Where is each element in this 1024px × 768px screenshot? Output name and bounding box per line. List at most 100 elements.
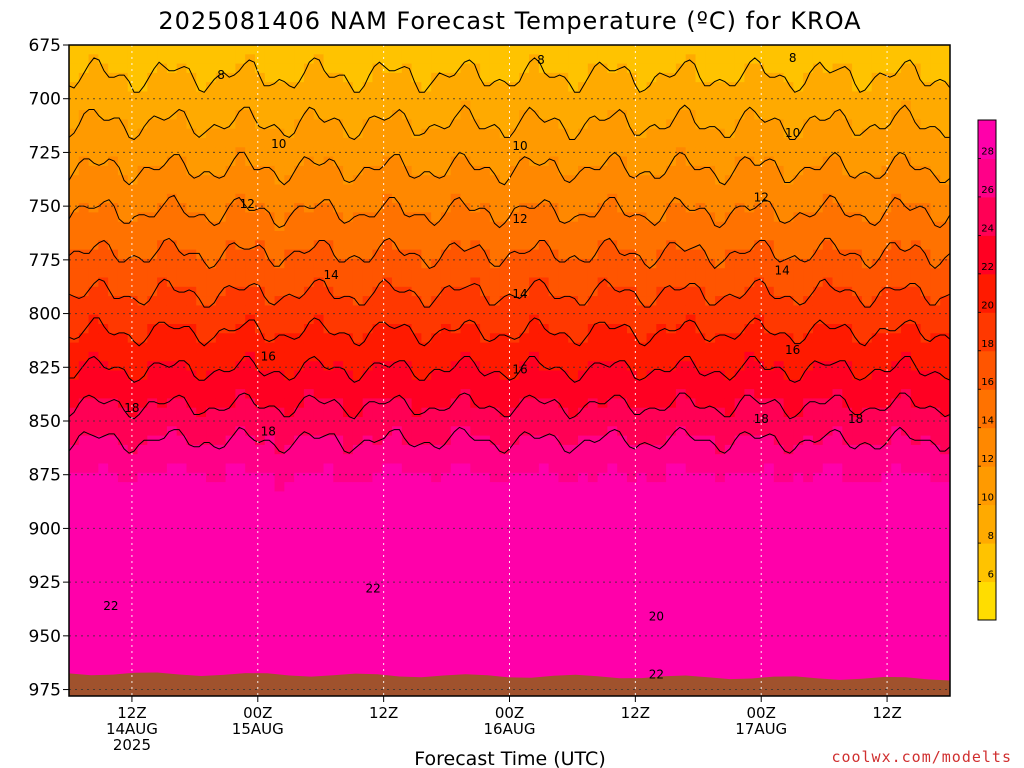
temperature-cell	[460, 91, 471, 102]
temperature-cell	[186, 491, 197, 502]
temperature-cell	[343, 612, 354, 623]
temperature-cell	[636, 603, 648, 613]
temperature-cell	[206, 351, 217, 362]
temperature-cell	[578, 389, 589, 399]
temperature-cell	[666, 472, 677, 483]
temperature-cell	[88, 565, 99, 576]
temperature-cell	[578, 82, 589, 93]
temperature-cell	[764, 249, 775, 260]
temperature-cell	[636, 500, 648, 511]
temperature-cell	[734, 519, 746, 530]
temperature-cell	[744, 640, 755, 651]
temperature-cell	[499, 212, 511, 223]
temperature-cell	[519, 342, 530, 353]
temperature-cell	[137, 491, 148, 502]
temperature-cell	[362, 82, 374, 93]
temperature-cell	[538, 649, 550, 660]
temperature-cell	[754, 212, 765, 223]
temperature-cell	[108, 528, 119, 539]
temperature-cell	[470, 231, 481, 241]
temperature-cell	[568, 398, 579, 409]
temperature-cell	[362, 138, 374, 148]
temperature-cell	[313, 231, 325, 241]
temperature-cell	[333, 184, 344, 195]
temperature-cell	[78, 296, 90, 306]
temperature-cell	[607, 510, 618, 520]
temperature-cell	[323, 175, 334, 186]
temperature-cell	[450, 593, 462, 604]
temperature-cell	[470, 593, 481, 604]
temperature-cell	[724, 296, 736, 306]
temperature-cell	[313, 100, 325, 111]
temperature-cell	[499, 351, 511, 362]
temperature-cell	[411, 370, 422, 381]
temperature-cell	[626, 510, 638, 520]
temperature-cell	[470, 351, 481, 362]
temperature-cell	[666, 491, 677, 502]
temperature-cell	[617, 454, 628, 465]
temperature-cell	[284, 100, 295, 111]
temperature-cell	[127, 91, 139, 102]
temperature-cell	[108, 361, 119, 372]
temperature-cell	[715, 82, 726, 93]
temperature-cell	[254, 556, 266, 567]
temperature-cell	[666, 128, 677, 139]
temperature-cell	[450, 556, 462, 567]
temperature-cell	[98, 286, 109, 297]
temperature-cell	[352, 333, 364, 344]
temperature-cell	[626, 175, 638, 186]
temperature-cell	[333, 305, 344, 316]
temperature-cell	[558, 138, 569, 148]
temperature-cell	[489, 342, 501, 353]
temperature-cell	[587, 491, 599, 502]
temperature-cell	[254, 593, 266, 604]
temperature-cell	[303, 398, 315, 409]
temperature-cell	[411, 603, 422, 613]
temperature-cell	[117, 45, 129, 55]
temperature-cell	[617, 417, 628, 427]
temperature-cell	[744, 472, 755, 483]
temperature-cell	[675, 165, 687, 176]
temperature-cell	[450, 584, 462, 595]
temperature-cell	[754, 426, 765, 437]
temperature-cell	[382, 584, 393, 595]
temperature-cell	[431, 472, 442, 483]
temperature-cell	[108, 314, 119, 325]
temperature-cell	[587, 547, 599, 558]
temperature-cell	[78, 72, 90, 83]
temperature-cell	[578, 249, 589, 260]
temperature-cell	[695, 351, 706, 362]
temperature-cell	[333, 575, 344, 585]
temperature-cell	[235, 54, 246, 65]
temperature-cell	[587, 426, 599, 437]
temperature-cell	[294, 640, 305, 651]
temperature-cell	[69, 603, 80, 613]
temperature-cell	[274, 575, 285, 585]
temperature-cell	[666, 203, 677, 213]
temperature-cell	[646, 379, 657, 390]
temperature-cell	[529, 231, 540, 241]
temperature-cell	[362, 668, 374, 678]
temperature-cell	[666, 314, 677, 325]
temperature-cell	[284, 128, 295, 139]
temperature-cell	[607, 351, 618, 362]
temperature-cell	[675, 593, 687, 604]
temperature-cell	[78, 351, 90, 362]
temperature-cell	[274, 547, 285, 558]
temperature-cell	[235, 565, 246, 576]
temperature-cell	[626, 361, 638, 372]
temperature-cell	[235, 482, 246, 492]
temperature-cell	[313, 333, 325, 344]
temperature-cell	[88, 165, 99, 176]
temperature-cell	[88, 603, 99, 613]
temperature-cell	[460, 203, 471, 213]
temperature-cell	[626, 258, 638, 269]
temperature-cell	[245, 156, 256, 167]
temperature-cell	[69, 110, 80, 120]
temperature-cell	[78, 658, 90, 669]
temperature-cell	[411, 175, 422, 186]
temperature-cell	[529, 258, 540, 269]
temperature-cell	[303, 603, 315, 613]
temperature-cell	[519, 398, 530, 409]
temperature-cell	[137, 305, 148, 316]
